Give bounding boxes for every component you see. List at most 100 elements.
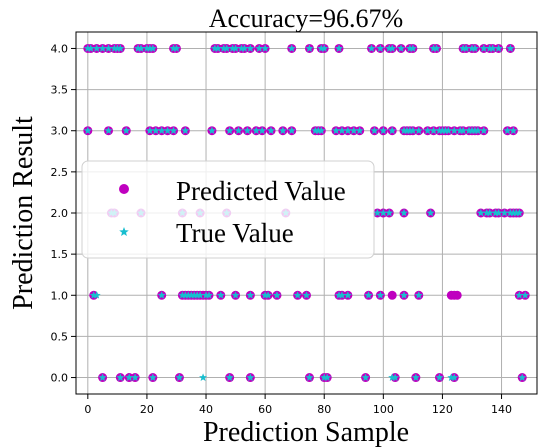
x-tick-label: 100: [373, 403, 394, 416]
true-point: [397, 44, 406, 52]
true-point: [405, 44, 414, 52]
true-point: [234, 126, 243, 135]
true-point: [204, 291, 213, 299]
true-point: [148, 44, 157, 52]
true-point: [231, 44, 240, 52]
x-tick-label: 0: [84, 403, 91, 416]
true-point: [426, 208, 435, 217]
true-point: [465, 126, 474, 135]
true-point: [320, 373, 329, 381]
true-point: [491, 208, 500, 217]
true-point: [388, 44, 397, 52]
true-point: [335, 291, 343, 299]
legend-predicted-marker: [119, 184, 129, 194]
true-point: [432, 44, 441, 52]
x-tick-label: 120: [432, 403, 453, 416]
true-point: [479, 44, 488, 52]
true-point: [225, 126, 234, 135]
true-point: [148, 373, 157, 381]
true-point: [370, 126, 379, 135]
true-point: [222, 44, 231, 52]
true-point: [515, 291, 524, 299]
true-point: [246, 373, 255, 381]
true-point: [444, 126, 453, 135]
true-point: [364, 291, 373, 299]
true-point: [506, 44, 515, 52]
true-point: [343, 291, 352, 299]
legend: Predicted Value True Value: [81, 160, 375, 259]
true-point: [388, 126, 397, 135]
true-point: [361, 373, 370, 381]
true-point: [113, 44, 122, 52]
true-point: [400, 291, 409, 299]
true-point: [376, 291, 385, 299]
true-point: [157, 126, 166, 135]
y-tick-label: 1.5: [51, 248, 69, 261]
true-point: [157, 291, 166, 299]
true-point: [521, 291, 530, 299]
legend-true-star: [119, 227, 129, 237]
true-point: [210, 44, 219, 52]
x-tick-label: 40: [199, 403, 213, 416]
true-point: [225, 373, 234, 381]
true-point: [92, 291, 101, 299]
true-point: [473, 126, 482, 135]
true-point: [470, 126, 479, 135]
predicted-point: [452, 290, 462, 300]
true-point: [400, 208, 409, 217]
true-point: [231, 291, 240, 299]
true-point: [414, 126, 423, 135]
true-point: [518, 373, 527, 381]
true-point: [169, 126, 178, 135]
y-tick-label: 1.0: [51, 289, 69, 302]
true-point: [104, 44, 113, 52]
true-point: [305, 44, 314, 52]
true-point: [83, 126, 92, 135]
true-point: [376, 44, 385, 52]
true-point: [488, 44, 497, 52]
legend-true-label: True Value: [176, 218, 294, 248]
true-point: [323, 373, 332, 381]
true-point: [429, 126, 438, 135]
true-point: [175, 373, 184, 381]
true-point: [145, 44, 154, 52]
true-point: [169, 44, 178, 52]
true-point: [163, 126, 172, 135]
true-point: [264, 291, 273, 299]
true-point: [252, 126, 261, 135]
true-point: [332, 126, 341, 135]
true-point: [184, 291, 193, 299]
true-point: [255, 44, 264, 52]
true-point: [470, 44, 479, 52]
true-point: [408, 44, 417, 52]
true-point: [512, 208, 521, 217]
true-point: [391, 373, 400, 381]
true-point: [122, 126, 131, 135]
true-point: [456, 126, 465, 135]
true-point: [151, 126, 160, 135]
true-point: [441, 126, 450, 135]
true-point: [509, 208, 518, 217]
x-axis-label: Prediction Sample: [203, 417, 409, 447]
legend-predicted-dot: [119, 184, 129, 194]
true-point: [494, 44, 503, 52]
true-point: [435, 126, 444, 135]
true-point: [302, 291, 311, 299]
true-point: [98, 373, 107, 381]
true-point: [438, 126, 447, 135]
true-point: [373, 208, 382, 217]
true-point: [509, 126, 518, 135]
true-point: [196, 291, 205, 299]
true-point: [228, 44, 237, 52]
x-tick-label: 60: [258, 403, 272, 416]
true-point: [337, 291, 346, 299]
true-point: [485, 44, 494, 52]
true-point: [385, 44, 394, 52]
true-point: [104, 126, 113, 135]
true-point: [125, 373, 134, 381]
true-point: [503, 126, 512, 135]
true-point: [367, 44, 376, 52]
true-point: [402, 126, 411, 135]
true-point: [207, 126, 216, 135]
true-point: [337, 126, 346, 135]
